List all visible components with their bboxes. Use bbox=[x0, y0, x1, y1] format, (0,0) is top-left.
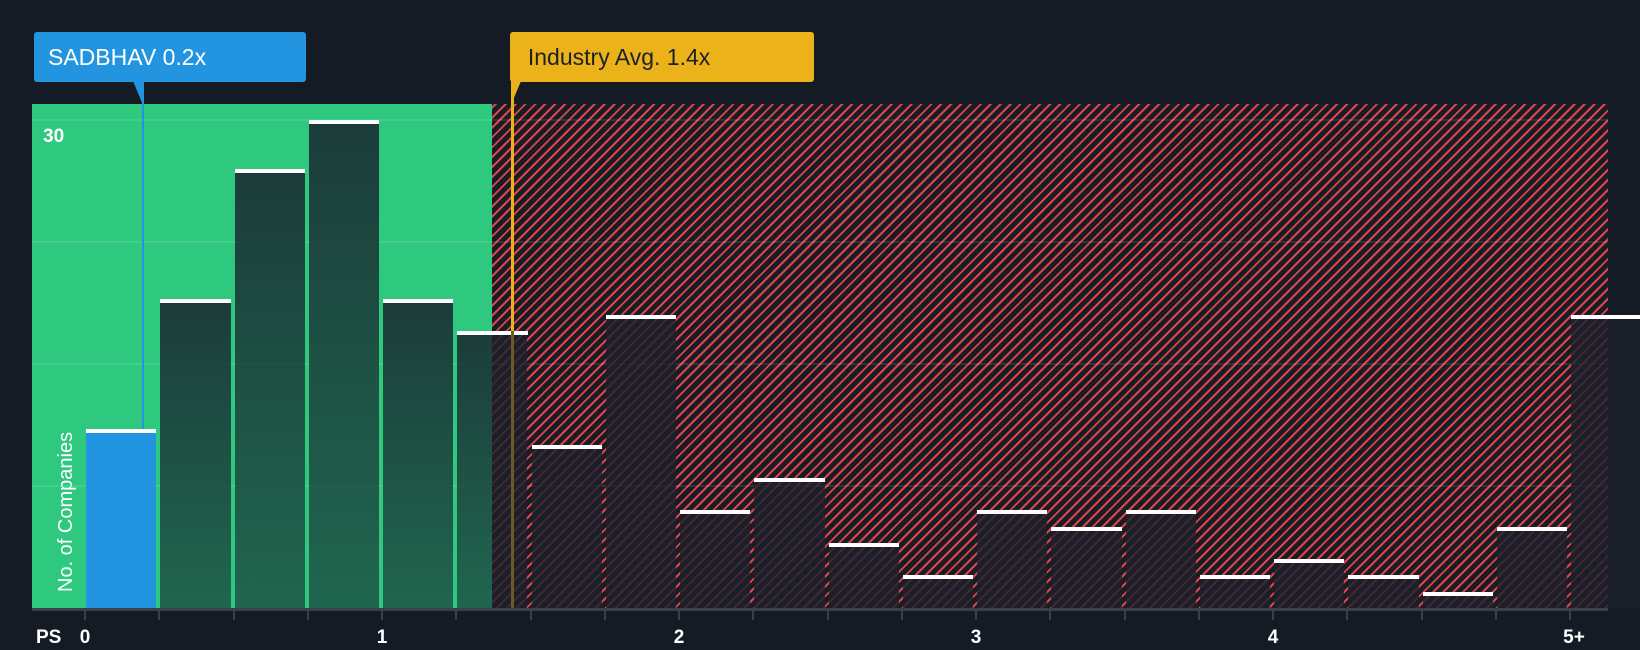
histogram-bar bbox=[491, 331, 528, 608]
industry-marker-pointer-icon bbox=[510, 81, 521, 105]
histogram-bar bbox=[1571, 315, 1640, 608]
x-axis-tick bbox=[232, 610, 235, 620]
histogram-bar bbox=[977, 510, 1048, 608]
x-axis-tick bbox=[306, 610, 309, 620]
histogram-bar bbox=[1348, 575, 1419, 608]
x-axis-tick-label: 3 bbox=[970, 627, 982, 648]
histogram-bar bbox=[754, 477, 825, 608]
x-axis-tick bbox=[603, 610, 606, 620]
histogram-bar bbox=[1125, 510, 1196, 608]
bar-cap bbox=[1051, 526, 1122, 531]
histogram-bar bbox=[1274, 559, 1345, 608]
bar-cap bbox=[605, 315, 676, 320]
bar-cap bbox=[1274, 559, 1345, 564]
x-axis-tick bbox=[826, 610, 829, 620]
bar-cap bbox=[1199, 575, 1270, 580]
x-axis-tick bbox=[975, 610, 977, 620]
x-axis-tick bbox=[1494, 610, 1497, 620]
histogram-bar bbox=[1199, 575, 1270, 608]
gridline bbox=[32, 118, 1608, 121]
y-axis-title: No. of Companies bbox=[55, 431, 77, 592]
x-axis-tick bbox=[84, 610, 86, 620]
histogram-bar bbox=[457, 331, 492, 608]
bar-cap bbox=[1125, 510, 1196, 515]
gridline bbox=[32, 362, 1608, 365]
bar-cap bbox=[383, 298, 454, 303]
x-axis-tick bbox=[455, 610, 458, 620]
histogram-bar bbox=[605, 315, 676, 608]
x-axis-tick-label: 2 bbox=[673, 627, 685, 648]
x-axis-tick bbox=[752, 610, 755, 620]
bar-cap bbox=[234, 168, 305, 173]
bar-cap bbox=[902, 575, 973, 580]
bar-cap bbox=[86, 429, 157, 434]
bar-cap bbox=[1348, 575, 1419, 580]
x-axis-tick bbox=[529, 610, 532, 620]
x-axis-tick bbox=[678, 610, 680, 620]
x-axis-tick-label: 4 bbox=[1267, 627, 1279, 648]
x-axis-tick-label: 1 bbox=[376, 627, 388, 648]
histogram-bar bbox=[680, 510, 751, 608]
bar-cap bbox=[457, 331, 528, 336]
histogram-bar bbox=[1422, 591, 1493, 608]
industry-line-shadow bbox=[510, 331, 514, 608]
bar-cap bbox=[754, 477, 825, 482]
histogram-bar bbox=[160, 298, 231, 608]
company-marker-pointer-icon bbox=[133, 81, 144, 105]
bar-cap bbox=[828, 542, 899, 547]
x-axis-tick bbox=[1569, 610, 1571, 620]
bar-cap bbox=[1496, 526, 1567, 531]
histogram-bar bbox=[234, 168, 305, 608]
bar-cap bbox=[680, 510, 751, 515]
bar-cap bbox=[160, 298, 231, 303]
bar-cap bbox=[1571, 315, 1640, 320]
industry-average-label: Industry Avg. 1.4x bbox=[509, 32, 814, 82]
x-axis-tick bbox=[900, 610, 903, 620]
x-axis-tick bbox=[1420, 610, 1423, 620]
bar-cap bbox=[1422, 591, 1493, 596]
x-axis-tick bbox=[1123, 610, 1126, 620]
x-axis-tick bbox=[1049, 610, 1052, 620]
bar-cap bbox=[977, 510, 1048, 515]
x-axis-tick bbox=[1346, 610, 1349, 620]
x-axis-line bbox=[32, 608, 1608, 611]
histogram-bar bbox=[1496, 526, 1567, 608]
histogram-bar bbox=[383, 298, 454, 608]
histogram-bar bbox=[902, 575, 973, 608]
bar-cap bbox=[531, 445, 602, 450]
company-bin-bar bbox=[86, 429, 157, 608]
x-axis-tick bbox=[158, 610, 161, 620]
histogram-bar bbox=[531, 445, 602, 608]
histogram-bar bbox=[828, 542, 899, 608]
gridline bbox=[32, 240, 1608, 243]
x-axis-tick-label: 0 bbox=[79, 627, 91, 648]
bar-cap bbox=[308, 119, 379, 124]
y-axis-max-label: 30 bbox=[43, 126, 65, 147]
x-axis-tick bbox=[381, 610, 383, 620]
x-axis-title: PS bbox=[36, 627, 62, 648]
histogram-bar bbox=[308, 119, 379, 608]
x-axis-tick bbox=[1272, 610, 1274, 620]
company-marker-line bbox=[142, 82, 145, 430]
x-axis-tick-label: 5+ bbox=[1563, 627, 1585, 648]
x-axis-tick bbox=[1197, 610, 1200, 620]
histogram-bar bbox=[1051, 526, 1122, 608]
company-marker-label: SADBHAV 0.2x bbox=[34, 32, 306, 82]
